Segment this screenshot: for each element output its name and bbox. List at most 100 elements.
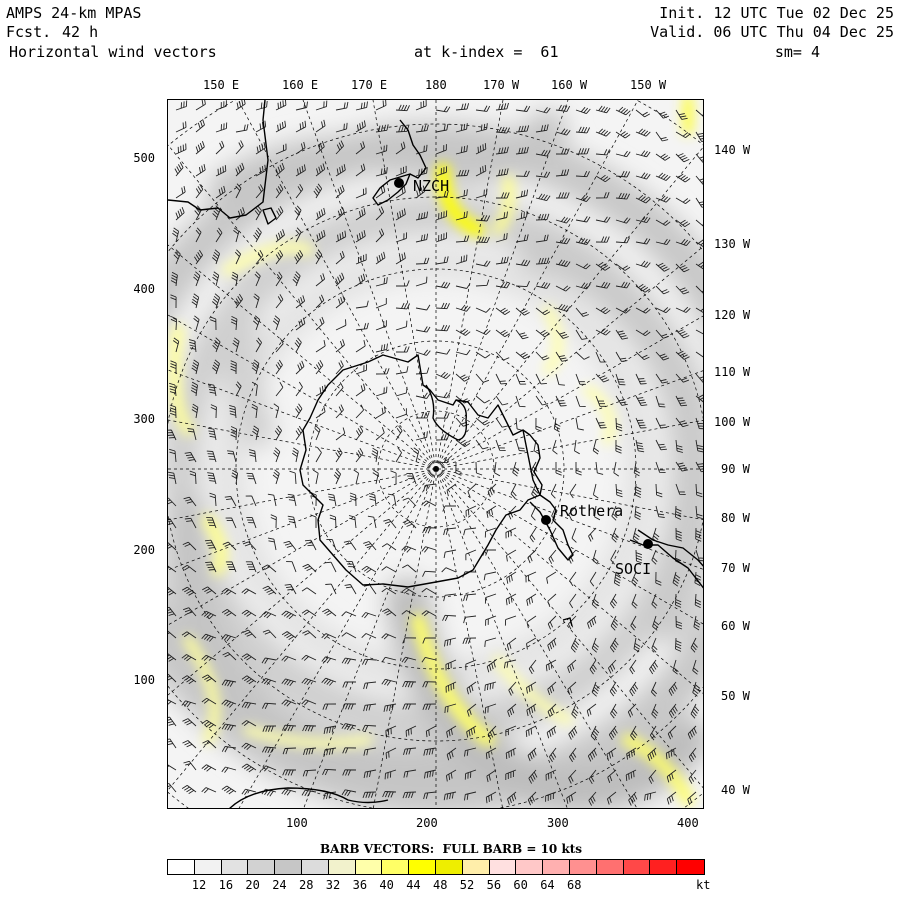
wind-barb-icon <box>367 515 377 529</box>
wind-barb-icon <box>655 483 663 498</box>
wind-barb-icon <box>675 373 690 383</box>
wind-barb-icon <box>189 470 197 485</box>
wind-barb-icon <box>255 164 267 177</box>
wind-barb-icon <box>246 516 257 529</box>
wind-barb-icon <box>435 232 448 243</box>
wind-barb-icon <box>375 426 385 441</box>
wind-barb-icon <box>525 725 537 737</box>
wind-barb-icon <box>668 681 678 696</box>
wind-barb-icon <box>241 742 257 751</box>
wind-barb-icon <box>589 659 597 675</box>
wind-barb-icon <box>635 439 645 453</box>
wind-barb-icon <box>528 659 537 675</box>
wind-barb-icon <box>675 527 682 542</box>
wind-barb-icon <box>555 192 570 199</box>
wind-barb-icon <box>355 230 366 243</box>
wind-barb-icon <box>446 483 457 497</box>
wind-barb-icon <box>675 306 691 313</box>
wind-barb-icon <box>181 654 197 662</box>
wind-barb-icon <box>466 703 477 717</box>
wind-barb-icon <box>335 427 346 441</box>
lon-label-150w: 150 W <box>630 78 667 92</box>
wind-barb-icon <box>694 593 702 609</box>
wind-barb-icon <box>355 322 369 331</box>
wind-barb-icon <box>262 564 277 573</box>
wind-barb-icon <box>675 461 689 472</box>
new-zealand-north <box>399 119 427 179</box>
wind-barb-icon <box>169 448 177 463</box>
wind-barb-icon <box>175 100 188 111</box>
wind-barb-icon <box>383 518 397 529</box>
wind-barb-icon <box>390 470 397 485</box>
wind-barb-icon <box>690 637 698 653</box>
wind-barb-icon <box>295 101 308 111</box>
wind-barb-icon <box>635 329 651 337</box>
wind-barb-icon <box>695 153 703 163</box>
wind-barb-icon <box>446 725 457 738</box>
wind-barb-icon <box>515 259 531 267</box>
wind-barb-icon <box>495 102 509 111</box>
wind-barb-icon <box>342 769 357 776</box>
colorbar-swatch <box>301 860 329 874</box>
wind-barb-icon <box>445 769 457 782</box>
wind-barb-icon <box>505 725 517 737</box>
wind-barb-icon <box>571 703 579 719</box>
wind-barb-icon <box>610 703 618 719</box>
wind-map: NZCH Rothera SOCI <box>167 99 704 809</box>
wind-barb-icon <box>241 720 257 727</box>
wind-barb-icon <box>555 169 570 177</box>
wind-barb-icon <box>531 483 539 499</box>
wind-barb-icon <box>371 447 379 463</box>
wind-barb-icon <box>635 194 651 204</box>
lon-label-150e: 150 E <box>203 78 240 92</box>
wind-barb-icon <box>649 725 657 741</box>
wind-barb-icon <box>651 593 658 609</box>
wind-barb-icon <box>547 593 557 608</box>
wind-barb-icon <box>495 126 511 134</box>
wind-barb-icon <box>241 609 257 617</box>
colorbar-label: 56 <box>486 878 502 892</box>
wind-barb-icon <box>615 263 631 271</box>
wind-barb-icon <box>568 769 577 784</box>
wind-barb-icon <box>675 615 683 630</box>
wind-barb-icon <box>231 469 239 485</box>
station-label-nzch: NZCH <box>413 177 449 195</box>
wind-barb-icon <box>201 610 217 620</box>
wind-barb-icon <box>175 206 185 221</box>
wind-barb-icon <box>693 615 701 631</box>
wind-barb-icon <box>261 765 277 772</box>
wind-barbs <box>168 100 703 806</box>
wind-barb-icon <box>201 787 217 794</box>
wind-barb-icon <box>505 527 517 539</box>
wind-barb-icon <box>402 791 417 799</box>
wind-barb-icon <box>435 392 451 399</box>
wind-barb-icon <box>361 565 377 574</box>
wind-barb-icon <box>608 725 618 741</box>
wind-barb-icon <box>546 725 557 739</box>
colorbar-label: 28 <box>299 878 314 892</box>
wind-barb-icon <box>635 351 650 361</box>
wind-barb-icon <box>464 791 477 801</box>
wind-barb-icon <box>555 148 570 155</box>
wind-barb-icon <box>475 351 491 359</box>
wind-barb-icon <box>281 724 297 732</box>
wind-barb-icon <box>301 678 317 686</box>
wind-barb-icon <box>281 631 297 640</box>
wind-barb-icon <box>425 725 437 738</box>
wind-barb-icon <box>230 426 238 441</box>
colorbar-label: 24 <box>272 878 287 892</box>
wind-barb-icon <box>335 295 346 309</box>
wind-barb-icon <box>575 263 591 270</box>
wind-barb-icon <box>615 307 631 314</box>
wind-barb-icon <box>183 607 197 617</box>
wind-barb-icon <box>295 164 306 177</box>
smoothing: sm= 4 <box>774 43 820 61</box>
wind-barb-icon <box>302 769 317 777</box>
wind-barb-icon <box>335 184 345 199</box>
wind-barb-icon <box>206 450 217 463</box>
wind-barb-icon <box>589 571 597 587</box>
wind-barb-icon <box>348 515 357 529</box>
wind-barb-icon <box>463 593 477 602</box>
x-tick-300: 300 <box>547 816 569 830</box>
wind-barb-icon <box>549 747 557 763</box>
